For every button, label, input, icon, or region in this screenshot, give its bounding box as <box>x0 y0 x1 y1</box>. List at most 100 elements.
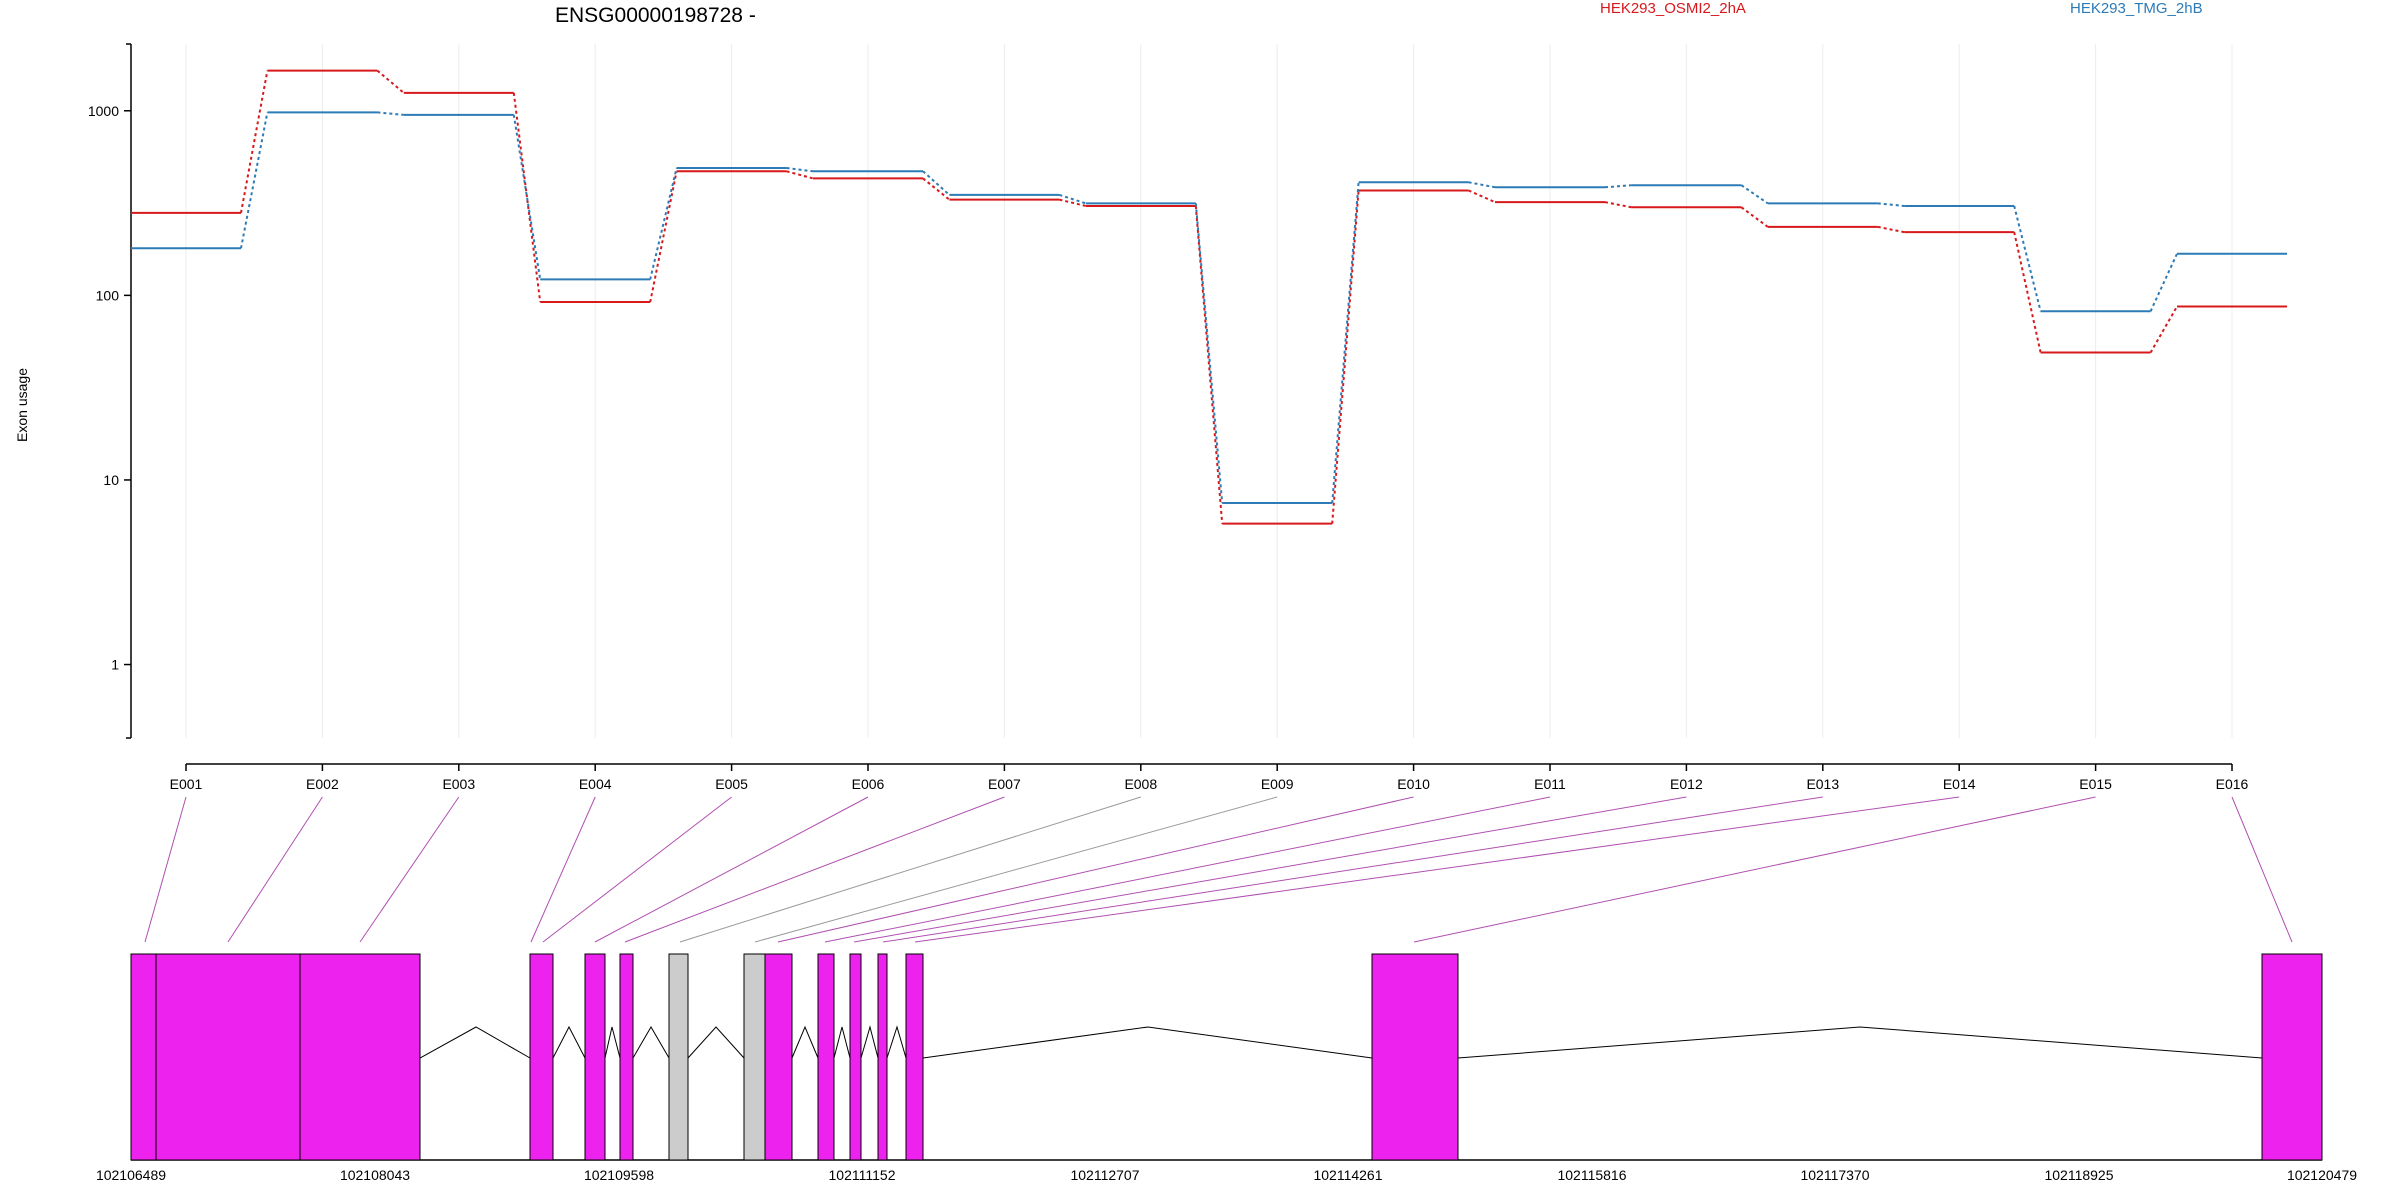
connector-e001 <box>144 796 187 943</box>
intron-7 <box>860 1025 879 1059</box>
gene-model: 102106489 102108043 102109598 102111152 1021… <box>96 953 2357 1183</box>
connector-e013 <box>882 796 1823 943</box>
x-tick-label-e015: E015 <box>2079 776 2112 792</box>
intron-0 <box>419 1026 531 1059</box>
series-1-connector-14 <box>2149 253 2178 312</box>
coordinate-label-8: 102118925 <box>2044 1167 2113 1183</box>
y-axis-label: Exon usage <box>14 368 30 442</box>
x-tick-label-e007: E007 <box>988 776 1021 792</box>
intron-6 <box>833 1026 851 1059</box>
series-1-connector-6 <box>1059 193 1087 205</box>
intron-3 <box>632 1026 670 1059</box>
exon-box-6 <box>668 953 689 1161</box>
series-0-connector-4 <box>786 170 814 180</box>
coordinate-label-1: 102108043 <box>340 1167 410 1183</box>
series-0-connector-7 <box>1194 205 1224 524</box>
connector-e008 <box>679 796 1141 943</box>
series-1-connector-4 <box>786 166 814 173</box>
series-0-connector-2 <box>512 92 542 303</box>
series-0-connector-11 <box>1740 206 1769 228</box>
y-tick-label-2: 100 <box>96 287 120 303</box>
exon-box-2 <box>299 953 421 1161</box>
series-1-connector-7 <box>1194 203 1224 504</box>
intron-2 <box>604 1026 621 1059</box>
series-1-connector-2 <box>512 114 542 280</box>
exon-box-5 <box>619 953 634 1161</box>
grid-lines <box>185 44 2233 738</box>
connector-e012 <box>853 796 1687 943</box>
x-tick-label-e006: E006 <box>852 776 885 792</box>
exon-box-1 <box>155 953 301 1161</box>
x-tick-label-e009: E009 <box>1261 776 1294 792</box>
exon-box-12 <box>905 953 924 1161</box>
connector-e015 <box>1413 796 2096 943</box>
series-a <box>131 69 2287 525</box>
connector-e006 <box>594 796 869 943</box>
coordinate-label-9: 102120479 <box>2287 1167 2357 1183</box>
connector-e016 <box>2231 796 2293 943</box>
exon-box-9 <box>817 953 835 1161</box>
x-tick-label-e014: E014 <box>1943 776 1976 792</box>
exon-box-13 <box>1371 953 1459 1161</box>
connector-e007 <box>624 796 1005 943</box>
connector-e004 <box>530 796 596 943</box>
series-1-connector-12 <box>1877 202 1905 207</box>
y-tick-label-3: 1000 <box>88 103 119 119</box>
series-0-connector-6 <box>1059 198 1087 207</box>
legend-series-b: HEK293_TMG_2hB <box>2070 0 2203 17</box>
x-tick-label-e016: E016 <box>2216 776 2249 792</box>
axes: 1 10 100 1000 E001 E002 E003 E004 E005 E006 E007 E0… <box>88 43 2249 792</box>
connector-e011 <box>824 796 1551 943</box>
x-tick-label-e005: E005 <box>715 776 748 792</box>
series-0-connector-3 <box>649 171 678 303</box>
connector-e009 <box>754 796 1278 943</box>
x-tick-label-e001: E001 <box>170 776 203 792</box>
series-0-connector-5 <box>922 177 951 201</box>
legend-series-a: HEK293_OSMI2_2hA <box>1600 0 1746 17</box>
coordinate-label-4: 102112707 <box>1070 1167 1139 1183</box>
x-tick-label-e013: E013 <box>1806 776 1839 792</box>
intron-8 <box>886 1025 907 1059</box>
intron-10 <box>1457 1026 2263 1059</box>
y-tick-label-1: 10 <box>103 472 119 488</box>
series-0-connector-14 <box>2149 306 2178 354</box>
exon-box-8 <box>764 953 793 1161</box>
series-0-connector-12 <box>1877 225 1905 234</box>
x-tick-label-e011: E011 <box>1534 776 1566 792</box>
x-tick-label-e010: E010 <box>1397 776 1430 792</box>
series-1-connector-10 <box>1604 184 1632 189</box>
coordinate-label-6: 102115816 <box>1557 1167 1626 1183</box>
series-0-connector-1 <box>376 69 405 94</box>
series-1-connector-13 <box>2013 205 2042 312</box>
intron-5 <box>791 1025 819 1059</box>
x-tick-label-e004: E004 <box>579 776 612 792</box>
series-0-connector-10 <box>1604 201 1632 209</box>
exon-box-3 <box>529 953 554 1161</box>
series-1-connector-1 <box>377 111 404 116</box>
exon-connectors <box>144 796 2293 943</box>
x-tick-label-e008: E008 <box>1124 776 1157 792</box>
y-tick-label-0: 1 <box>111 657 119 673</box>
connector-e003 <box>359 796 460 943</box>
coordinate-label-3: 102111152 <box>829 1167 896 1183</box>
intron-1 <box>552 1025 586 1059</box>
series-1-connector-0 <box>240 112 269 249</box>
coordinate-label-7: 102117370 <box>1800 1167 1869 1183</box>
series-1-connector-3 <box>649 167 678 280</box>
series-1-connector-9 <box>1468 181 1496 189</box>
exon-box-10 <box>849 953 862 1161</box>
exon-box-11 <box>877 953 888 1161</box>
series-0-connector-0 <box>240 70 269 214</box>
x-tick-label-e003: E003 <box>442 776 475 792</box>
connector-e005 <box>542 796 732 943</box>
series-1-connector-5 <box>922 170 951 196</box>
chart-title: ENSG00000198728 - <box>555 4 756 27</box>
x-tick-label-e002: E002 <box>306 776 339 792</box>
coordinate-label-2: 102109598 <box>584 1167 654 1183</box>
exon-box-4 <box>584 953 606 1161</box>
x-tick-label-e012: E012 <box>1670 776 1703 792</box>
intron-9 <box>922 1026 1373 1059</box>
coordinate-label-5: 102114261 <box>1313 1167 1382 1183</box>
connector-e010 <box>777 796 1414 943</box>
